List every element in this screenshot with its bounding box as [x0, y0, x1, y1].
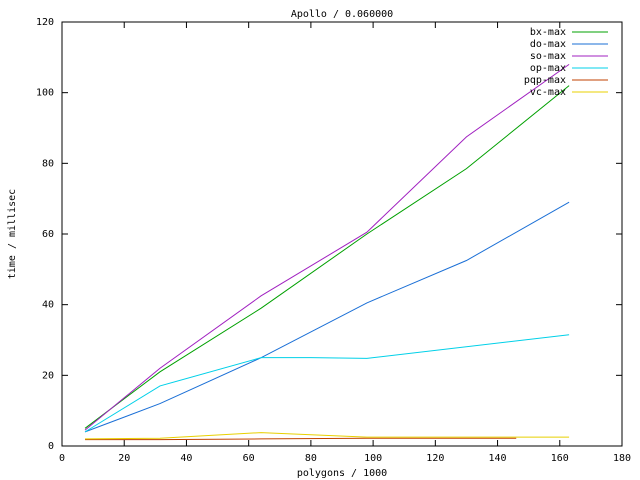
- x-axis-label: polygons / 1000: [297, 468, 387, 479]
- y-tick-label: 100: [36, 88, 54, 99]
- series-line: [84, 63, 570, 431]
- chart-title: Apollo / 0.060000: [291, 9, 393, 20]
- y-tick-label: 80: [42, 158, 54, 169]
- y-tick-label: 60: [42, 229, 54, 240]
- series-line: [84, 85, 570, 429]
- x-tick-label: 120: [426, 453, 444, 464]
- x-tick-label: 180: [613, 453, 631, 464]
- y-tick-label: 0: [48, 441, 54, 452]
- series-line: [84, 334, 570, 433]
- legend-label: op-max: [530, 63, 566, 74]
- legend-label: bx-max: [530, 27, 566, 38]
- series-line: [84, 201, 570, 433]
- y-axis-label: time / millisec: [7, 189, 18, 279]
- legend-label: pqp-max: [524, 75, 566, 86]
- x-tick-label: 20: [118, 453, 130, 464]
- x-tick-label: 140: [489, 453, 507, 464]
- x-tick-label: 100: [364, 453, 382, 464]
- y-tick-label: 120: [36, 17, 54, 28]
- series-line: [85, 437, 517, 441]
- legend-label: vc-max: [530, 87, 566, 98]
- x-tick-label: 60: [243, 453, 255, 464]
- x-tick-label: 80: [305, 453, 317, 464]
- x-tick-label: 0: [59, 453, 65, 464]
- y-tick-label: 20: [42, 370, 54, 381]
- legend-label: do-max: [530, 39, 566, 50]
- x-tick-label: 40: [180, 453, 192, 464]
- y-tick-label: 40: [42, 300, 54, 311]
- series-line: [85, 432, 570, 440]
- x-tick-label: 160: [551, 453, 569, 464]
- legend-label: so-max: [530, 51, 566, 62]
